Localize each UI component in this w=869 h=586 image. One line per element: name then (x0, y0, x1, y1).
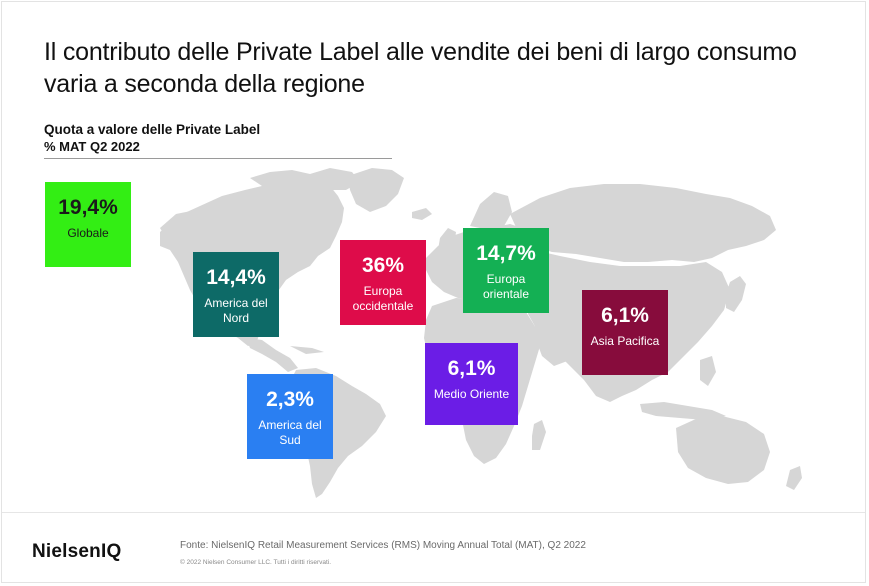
chart-subtitle: Quota a valore delle Private Label (44, 122, 261, 137)
uk-shape (438, 228, 456, 254)
value-label-globale: 19,4% (58, 196, 118, 219)
footer-divider (2, 512, 865, 513)
region-label-medio-oriente: Medio Oriente (433, 387, 510, 401)
russia-shape (510, 184, 776, 262)
madagascar-shape (532, 420, 546, 450)
value-label-america-nord: 14,4% (206, 266, 266, 289)
region-label-america-sud: America del Sud (258, 418, 322, 447)
indonesia-shape (640, 402, 726, 420)
source-note: Fonte: NielsenIQ Retail Measurement Serv… (180, 540, 586, 551)
scandinavia-shape (470, 192, 512, 230)
box-america-nord: 14,4% America del Nord (193, 252, 279, 337)
box-asia-pacifica: 6,1% Asia Pacifica (582, 290, 668, 375)
box-globale: 19,4% Globale (45, 182, 131, 267)
iceland-shape (412, 208, 432, 220)
value-label-america-sud: 2,3% (266, 388, 314, 411)
box-medio-oriente: 6,1% Medio Oriente (425, 343, 518, 425)
chart-subtitle-unit: % MAT Q2 2022 (44, 139, 140, 154)
arabia-shape (534, 314, 580, 366)
new-zealand-shape (786, 466, 802, 490)
region-label-globale: Globale (67, 226, 109, 240)
region-label-asia-pacifica: Asia Pacifica (590, 334, 660, 348)
region-label-america-nord: America del Nord (204, 296, 268, 325)
nielseniq-logo: NielsenIQ (32, 541, 122, 562)
greenland-shape (348, 168, 404, 212)
copyright-note: © 2022 Nielsen Consumer LLC. Tutti i dir… (180, 559, 332, 566)
subtitle-divider (44, 158, 392, 159)
australia-shape (676, 416, 770, 484)
value-label-medio-oriente: 6,1% (447, 357, 496, 380)
central-america-shape (246, 338, 298, 372)
value-label-asia-pacifica: 6,1% (601, 304, 649, 327)
caribbean-shape (290, 346, 324, 354)
box-america-sud: 2,3% America del Sud (247, 374, 333, 459)
box-europa-orientale: 14,7% Europa orientale (463, 228, 549, 313)
chart-title: Il contributo delle Private Label alle v… (44, 38, 797, 98)
arctic-islands-shape (250, 168, 360, 190)
region-label-europa-occidentale: Europa occidentale (352, 284, 414, 313)
japan-shape (726, 276, 746, 312)
philippines-shape (700, 356, 716, 386)
value-label-europa-orientale: 14,7% (476, 242, 536, 265)
region-label-europa-orientale: Europa orientale (482, 272, 530, 301)
box-europa-occidentale: 36% Europa occidentale (340, 240, 426, 325)
value-label-europa-occidentale: 36% (361, 254, 405, 277)
alaska-shape (160, 210, 196, 244)
